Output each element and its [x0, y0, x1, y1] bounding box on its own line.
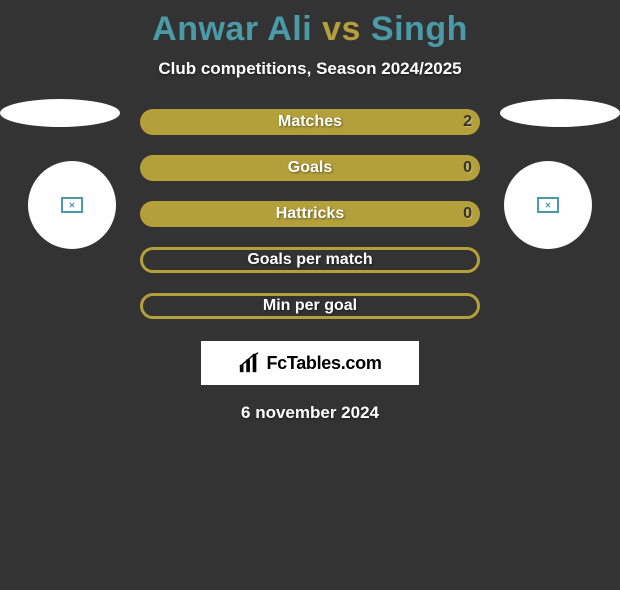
stat-row: Goals per match [140, 247, 480, 273]
title-vs: vs [322, 10, 361, 48]
stat-label: Hattricks [276, 205, 344, 223]
stat-row: Min per goal [140, 293, 480, 319]
flag-icon: ✕ [537, 197, 559, 213]
stat-label: Goals per match [247, 251, 372, 269]
club-badge-right: ✕ [504, 161, 592, 249]
comparison-area: ✕ ✕ Matches 2 Goals 0 Hattricks 0 Goals per ma… [0, 109, 620, 423]
stats-list: Matches 2 Goals 0 Hattricks 0 Goals per match M… [140, 109, 480, 319]
stat-value-right: 0 [463, 205, 472, 223]
logo-text: FcTables.com [266, 353, 381, 374]
title-player2: Singh [371, 10, 468, 48]
decorative-ellipse-right [500, 99, 620, 127]
date-text: 6 november 2024 [0, 403, 620, 423]
stat-label: Goals [288, 159, 332, 177]
stat-label: Min per goal [263, 297, 357, 315]
club-badge-left: ✕ [28, 161, 116, 249]
stat-row: Hattricks 0 [140, 201, 480, 227]
decorative-ellipse-left [0, 99, 120, 127]
subtitle: Club competitions, Season 2024/2025 [0, 59, 620, 79]
stat-value-right: 2 [463, 113, 472, 131]
fctables-logo: FcTables.com [201, 341, 419, 385]
page-title: Anwar Ali vs Singh [0, 10, 620, 49]
flag-icon: ✕ [61, 197, 83, 213]
stat-label: Matches [278, 113, 342, 131]
stat-row: Matches 2 [140, 109, 480, 135]
stat-value-right: 0 [463, 159, 472, 177]
chart-icon [238, 352, 260, 374]
title-player1: Anwar Ali [152, 10, 312, 48]
stat-row: Goals 0 [140, 155, 480, 181]
